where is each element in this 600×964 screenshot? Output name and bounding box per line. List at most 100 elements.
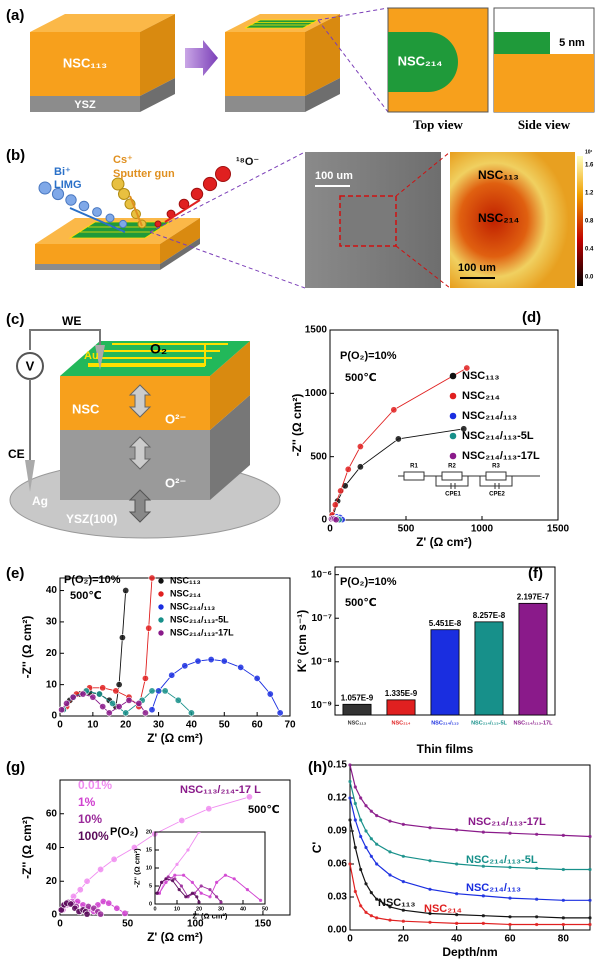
data-point [337,487,345,495]
y-tick-label: 1500 [305,325,328,336]
data-point [95,690,103,698]
data-point [428,911,432,916]
data-point [588,867,592,872]
bar [386,699,416,716]
data-point [375,842,379,846]
y-axis-label: C' [310,842,324,854]
data-point [157,891,161,895]
oxygen-ion [190,187,204,201]
y-tick-label: 0 [149,901,152,907]
bar [342,703,372,716]
data-point [401,822,405,827]
value-label: 8.257E-8 [473,611,506,620]
data-point [67,900,75,908]
data-point [173,877,177,881]
electrode-label: WE [62,314,81,328]
bi-ion [65,194,77,206]
legend-label: NSC₁₁₃ [462,370,499,382]
data-point [89,693,97,701]
legend-marker [158,604,164,610]
oxygen-ion [154,220,162,228]
data-point [232,877,236,881]
source-label: LIMG [54,179,82,191]
inset-data [155,758,277,904]
data-point [588,834,592,839]
data-point [359,904,363,908]
x-tick-label: NSC₁₁₃ [348,720,367,726]
x-tick-label: 50 [262,906,268,912]
annotation: 500℃ [345,597,377,609]
y-tick-label: 0.09 [328,826,348,837]
fit-line [151,659,281,714]
data-point [113,904,121,912]
y-tick-label: 20 [146,829,152,835]
data-point [481,894,485,898]
ion-arrow [128,384,152,418]
bi-ion [105,213,115,223]
legend-label: 0.01% [78,778,112,792]
data-point [237,663,245,671]
y-tick-label: 10 [46,679,58,690]
data-point [353,801,357,806]
data-point [274,758,277,761]
x-tick-label: 100 [187,919,204,930]
data-point [369,914,373,918]
x-tick-label: NSC₂₁₄/₁₁₃ [431,720,459,726]
data-point [182,873,186,877]
data-point [99,703,107,711]
panel-label: (f) [528,565,543,582]
x-tick-label: 0 [327,524,333,535]
equivalent-circuit: R1 R2 CPE1 R3 CPE2 [398,464,540,498]
data-point [481,864,485,868]
colorbar-tick-label: 0.0 [585,275,594,281]
data-point [364,882,368,886]
data-point [245,888,249,892]
data-point [168,671,176,679]
annotation: 500℃ [248,804,280,816]
plot-frame [59,577,291,717]
bi-ion [118,219,128,229]
data-point [259,898,263,903]
data-point [178,816,186,824]
data-point [460,425,468,433]
data-point [348,818,352,822]
value-label: 5.451E-8 [429,619,462,628]
data-point [184,895,188,899]
y-tick-label: 20 [46,876,58,887]
colorbar-tick-label: 0.8 [585,219,594,225]
zoom-line [317,19,389,113]
data-point [83,877,91,885]
beam-arrow [164,199,201,223]
data-point [197,900,201,904]
gas-label: O₂ [150,341,167,357]
y-tick-label: 500 [310,451,327,462]
panel-label: (b) [6,147,25,164]
block-side [305,14,340,96]
zoom-line [395,151,451,197]
electrode-material: Ag [32,494,48,508]
data-point [110,855,118,863]
data-point [535,832,539,836]
y-axis-label: -Z'' (Ω cm²) [20,616,34,679]
data-point [266,690,274,698]
data-point [148,687,156,695]
data-point [369,854,373,858]
data-point [394,435,402,443]
value-label: 2.197E-7 [517,592,550,601]
data-point [155,891,159,895]
panel-c: WE O₂ V Au NSC O²⁻ CE Ag YSZ(100) O²⁻ [8,314,281,539]
x-tick-label: 30 [153,720,165,731]
data-point [369,837,373,841]
y-tick-label: 0 [51,711,57,722]
data-point [164,877,168,881]
legend-label: NSC₂₁₄/₁₁₃-17L [462,450,540,462]
cpe [450,483,456,489]
data-point [145,624,153,632]
legend-marker [158,591,164,597]
view-label: Side view [518,117,571,132]
data-point [561,833,565,838]
data-point [481,830,485,834]
data-point [115,681,123,689]
value-label: 1.057E-9 [341,693,374,702]
data-point [428,920,432,924]
